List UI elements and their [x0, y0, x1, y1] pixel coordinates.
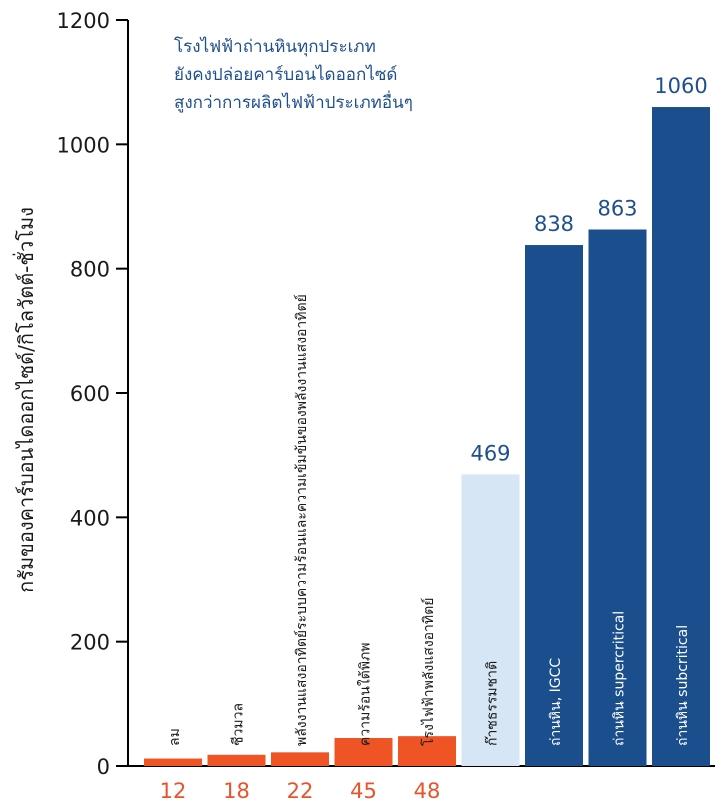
y-tick-label: 400	[70, 506, 110, 530]
bar	[271, 752, 329, 766]
value-label: 863	[597, 197, 637, 221]
bar-category-label: ถ่านหิน supercritical	[612, 611, 628, 746]
annotation-line-3: สูงกว่าการผลิตไฟฟ้าประเภทอื่นๆ	[174, 90, 413, 113]
value-label: 22	[287, 779, 314, 803]
bar-category-label: ก๊าซธรรมชาติ	[485, 661, 501, 746]
y-tick-label: 600	[70, 382, 110, 406]
bar	[398, 736, 456, 766]
bar	[525, 245, 583, 766]
bar-category-label: ชีวมวล	[231, 703, 247, 746]
y-ticks: 0 200 400 600 800 1000 1200	[57, 9, 128, 779]
bars	[144, 107, 710, 767]
bar	[144, 758, 202, 766]
bar-category-labels: ลม ชีวมวล พลังงานแสงอาทิตย์ระบบความร้อนและ…	[167, 294, 691, 746]
value-label: 12	[160, 779, 187, 803]
bar	[461, 474, 520, 766]
bar-category-label: ถ่านหิน, IGCC	[548, 658, 564, 746]
annotation-line-2: ยังคงปล่อยคาร์บอนไดออกไซด์	[174, 64, 397, 85]
value-label: 1060	[654, 74, 707, 98]
value-label: 45	[350, 779, 377, 803]
y-tick-label: 800	[70, 258, 110, 282]
bar	[334, 738, 393, 766]
y-tick-label: 1200	[57, 9, 110, 33]
value-label: 838	[534, 212, 574, 236]
bar	[207, 754, 266, 766]
bar-category-label: พลังงานแสงอาทิตย์ระบบความร้อนและความเข้ม…	[293, 294, 310, 746]
bar-category-label: ถ่านหิน subcritical	[675, 625, 691, 746]
value-labels: 12 18 22 45 48 469 838 863 1060	[160, 74, 708, 803]
y-tick-label: 1000	[57, 133, 110, 157]
bar-category-label: ลม	[167, 728, 183, 746]
value-label: 48	[414, 779, 441, 803]
y-axis-label: กรัมของคาร์บอนไดออกไซด์/กิโลวัตต์-ชั่วโม…	[12, 207, 38, 593]
value-label: 469	[470, 441, 510, 465]
value-label: 18	[223, 779, 250, 803]
bar	[652, 107, 710, 767]
bar-category-label: โรงไฟฟ้าพลังแสงอาทิตย์	[420, 598, 437, 746]
bar-category-label: ความร้อนใต้พิภพ	[357, 643, 374, 746]
annotation-line-1: โรงไฟฟ้าถ่านหินทุกประเภท	[174, 36, 376, 57]
bar	[588, 229, 647, 767]
y-tick-label: 200	[70, 631, 110, 655]
y-tick-label: 0	[97, 755, 110, 779]
